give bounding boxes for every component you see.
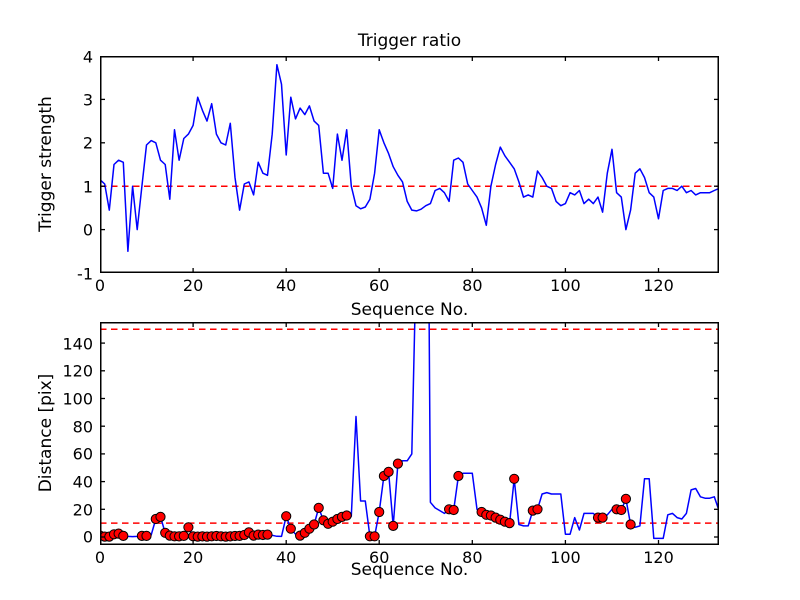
y-tick-label: 4	[82, 47, 93, 66]
data-point-marker	[183, 522, 194, 533]
y-tick-label: 120	[62, 361, 93, 381]
x-tick-label: 120	[643, 548, 674, 567]
data-point-marker	[309, 519, 320, 530]
data-point-marker	[392, 458, 403, 469]
y-tick-label: 100	[62, 389, 93, 409]
data-point-marker	[625, 519, 636, 530]
data-point-marker	[178, 530, 189, 541]
data-point-marker	[448, 504, 459, 516]
axes-frame	[100, 56, 719, 273]
x-tick-label: 0	[94, 276, 106, 295]
trigger-strength-line	[100, 63, 719, 253]
x-tick-label: 100	[550, 548, 581, 567]
bottom-chart-ylabel: Distance [pix]	[36, 373, 56, 493]
trigger-ratio-chart-svg	[100, 56, 719, 273]
data-point-marker	[262, 529, 273, 540]
top-chart-axes: 0 20 40 60 80 100 120 -1 0 1 2 3 4	[77, 48, 719, 294]
y-tick-label: 1	[82, 177, 93, 197]
bottom-chart-xlabel: Sequence No.	[350, 560, 469, 580]
data-point-marker	[313, 502, 324, 513]
y-tick-label: 3	[82, 90, 93, 110]
data-point-marker	[281, 511, 292, 522]
x-tick-label: 120	[643, 276, 674, 295]
y-tick-label: 60	[72, 444, 93, 464]
data-point-marker	[616, 504, 627, 516]
y-tick-label: -1	[77, 264, 93, 283]
top-chart-xlabel: Sequence No.	[350, 300, 469, 320]
data-point-marker	[285, 523, 296, 534]
y-tick-label: 40	[72, 472, 93, 492]
data-point-marker	[374, 506, 385, 518]
y-tick-label: 20	[72, 500, 93, 520]
data-point-marker	[383, 466, 394, 477]
x-tick-label: 40	[275, 276, 297, 295]
x-tick-label: 20	[182, 548, 204, 567]
y-tick-label: 0	[82, 527, 93, 547]
top-chart-ylabel: Trigger strength	[36, 96, 56, 232]
bottom-chart-axes: 0 20 40 60 80 100 120 0 20 40 60 80 100 120 140	[62, 322, 719, 566]
x-tick-label: 60	[369, 548, 390, 567]
data-point-marker	[620, 493, 632, 504]
data-point-marker	[504, 518, 515, 529]
data-point-marker	[532, 504, 543, 515]
data-point-marker	[118, 530, 129, 541]
x-tick-label: 80	[462, 548, 483, 567]
x-tick-label: 100	[550, 276, 581, 295]
data-point-marker	[388, 520, 399, 531]
data-point-marker	[453, 470, 464, 482]
axes-frame	[100, 322, 719, 545]
x-tick-label: 80	[462, 276, 483, 295]
y-tick-label: 2	[82, 133, 93, 153]
x-tick-label: 40	[275, 548, 297, 567]
distance-line	[100, 322, 719, 540]
data-point-marker	[509, 473, 520, 484]
x-tick-label: 60	[369, 276, 390, 295]
top-chart-title: Trigger ratio	[357, 31, 462, 51]
x-tick-label: 20	[182, 276, 204, 295]
y-tick-label: 80	[72, 417, 93, 437]
data-point-marker	[597, 512, 608, 523]
y-tick-label: 0	[82, 220, 93, 240]
data-point-marker	[341, 510, 352, 521]
data-point-marker	[141, 530, 152, 541]
data-point-marker	[369, 531, 380, 542]
x-tick-label: 0	[94, 548, 106, 567]
distance-chart-svg	[100, 322, 719, 545]
y-tick-label: 140	[62, 334, 93, 354]
data-point-marker	[155, 511, 166, 522]
